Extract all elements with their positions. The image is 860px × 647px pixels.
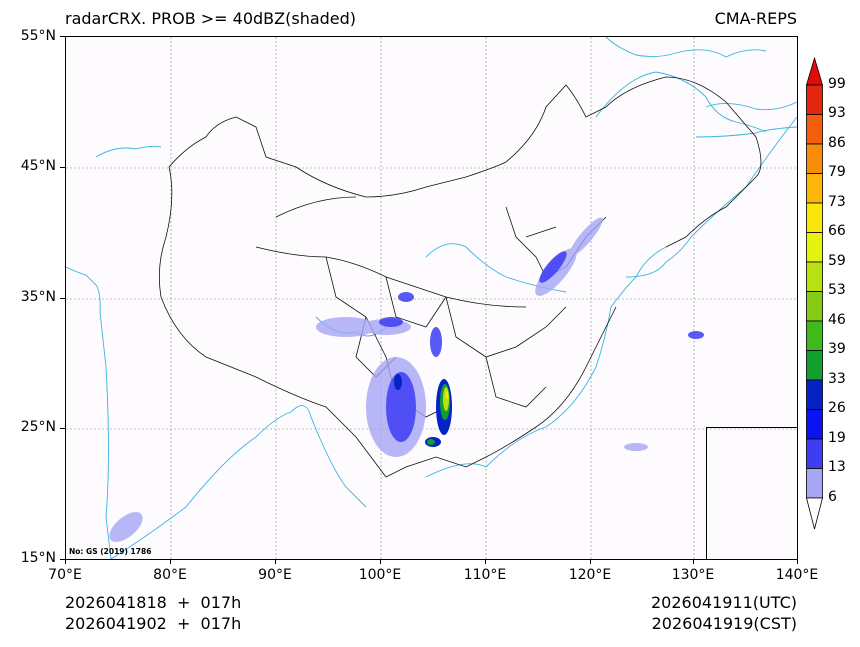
tick-mark (485, 559, 486, 564)
colorbar-over-arrow (805, 56, 824, 86)
colorbar-label: 59 (828, 253, 846, 269)
lon-tick-100: 100°E (358, 567, 402, 583)
lat-tick-55: 55°N (20, 28, 56, 44)
lon-tick-70: 70°E (48, 567, 82, 583)
colorbar-under-arrow (805, 497, 824, 530)
lon-tick-130: 130°E (671, 567, 715, 583)
tick-mark (693, 559, 694, 564)
tick-mark (275, 559, 276, 564)
lat-tick-45: 45°N (20, 158, 56, 174)
tick-mark (60, 298, 65, 299)
model-name: CMA-REPS (714, 9, 797, 28)
colorbar-label: 73 (828, 194, 846, 210)
lat-tick-35: 35°N (20, 289, 56, 305)
colorbar-graphic (805, 56, 824, 530)
colorbar-label: 6 (828, 489, 837, 505)
tick-mark (797, 559, 798, 564)
tick-mark (170, 559, 171, 564)
tick-mark (60, 167, 65, 168)
gridlines (66, 37, 797, 559)
colorbar-label: 79 (828, 164, 846, 180)
colorbar-label: 39 (828, 341, 846, 357)
tick-mark (380, 559, 381, 564)
colorbar-label: 19 (828, 430, 846, 446)
init-time-cst: 2026041902 + 017h (65, 614, 242, 633)
colorbar-label: 99 (828, 76, 846, 92)
map-panel (65, 36, 798, 560)
colorbar (805, 56, 824, 536)
lon-tick-120: 120°E (568, 567, 612, 583)
init-time-utc: 2026041818 + 017h (65, 593, 242, 612)
valid-time-cst: 2026041919(CST) (651, 614, 797, 633)
coastlines (66, 37, 797, 559)
tick-mark (60, 36, 65, 37)
tick-mark (60, 428, 65, 429)
colorbar-label: 26 (828, 400, 846, 416)
lon-tick-80: 80°E (153, 567, 187, 583)
colorbar-label: 66 (828, 223, 846, 239)
lat-tick-25: 25°N (20, 419, 56, 435)
lon-tick-110: 110°E (463, 567, 507, 583)
probability-shading (109, 217, 704, 542)
plot-title: radarCRX. PROB >= 40dBZ(shaded) (65, 9, 357, 28)
colorbar-label: 53 (828, 282, 846, 298)
map-canvas (66, 37, 797, 559)
south-china-sea-inset (706, 427, 797, 559)
tick-mark (60, 559, 65, 560)
admin-borders (158, 76, 762, 478)
colorbar-label: 13 (828, 459, 846, 475)
colorbar-label: 86 (828, 135, 846, 151)
tick-mark (590, 559, 591, 564)
lon-tick-90: 90°E (258, 567, 292, 583)
colorbar-label: 46 (828, 312, 846, 328)
map-approval-number: No: GS (2019) 1786 (69, 547, 152, 556)
colorbar-label: 33 (828, 371, 846, 387)
valid-time-utc: 2026041911(UTC) (651, 593, 797, 612)
colorbar-label: 93 (828, 105, 846, 121)
lon-tick-140: 140°E (775, 567, 819, 583)
tick-mark (65, 559, 66, 564)
lat-tick-15: 15°N (20, 550, 56, 566)
